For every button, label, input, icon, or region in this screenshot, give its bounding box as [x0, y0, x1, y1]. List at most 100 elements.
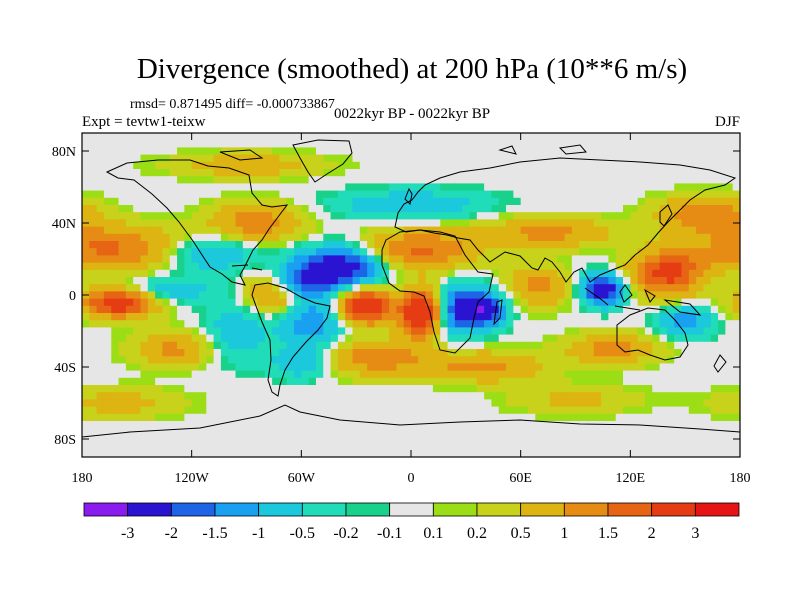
field-cell: [637, 349, 646, 357]
field-cell: [381, 305, 390, 314]
field-cell: [228, 241, 237, 249]
field-cell: [169, 241, 178, 249]
field-cell: [272, 313, 280, 321]
field-cell: [432, 161, 441, 170]
field-cell: [118, 183, 127, 192]
field-cell: [403, 435, 412, 444]
field-cell: [198, 356, 207, 364]
field-cell: [418, 399, 427, 408]
field-cell: [520, 406, 529, 415]
field-cell: [688, 421, 697, 429]
field-cell: [125, 277, 134, 285]
field-cell: [315, 133, 324, 141]
field-cell: [623, 161, 631, 170]
field-cell: [279, 241, 288, 249]
field-cell: [411, 356, 419, 364]
field-cell: [564, 341, 573, 350]
field-cell: [308, 370, 317, 379]
field-cell: [506, 377, 514, 386]
field-cell: [286, 385, 295, 393]
field-cell: [630, 435, 639, 444]
field-cell: [198, 334, 207, 343]
field-cell: [345, 147, 354, 156]
field-cell: [367, 449, 376, 457]
field-cell: [535, 197, 544, 206]
field-cell: [608, 262, 617, 271]
field-cell: [718, 241, 726, 249]
field-cell: [725, 169, 734, 177]
field-cell: [506, 212, 514, 220]
field-cell: [220, 341, 229, 350]
field-cell: [367, 262, 376, 271]
field-cell: [484, 140, 493, 148]
field-cell: [96, 291, 105, 300]
field-cell: [140, 334, 149, 343]
field-cell: [630, 392, 639, 400]
field-cell: [177, 385, 185, 393]
x-tick-label: 120W: [175, 471, 210, 486]
field-cell: [674, 190, 683, 199]
field-cell: [337, 370, 346, 379]
field-cell: [615, 183, 624, 192]
field-cell: [718, 219, 726, 228]
field-cell: [294, 341, 302, 350]
field-cell: [308, 435, 317, 444]
field-cell: [491, 327, 500, 336]
field-cell: [213, 356, 222, 364]
field-cell: [301, 197, 310, 206]
field-cell: [228, 305, 237, 314]
field-cell: [286, 341, 295, 350]
field-cell: [506, 435, 514, 444]
field-cell: [155, 248, 164, 256]
field-cell: [308, 320, 317, 328]
field-cell: [637, 154, 646, 163]
field-cell: [447, 183, 456, 192]
field-cell: [411, 140, 419, 148]
field-cell: [198, 442, 207, 451]
field-cell: [220, 421, 229, 429]
field-cell: [206, 133, 215, 141]
field-cell: [462, 176, 471, 184]
field-cell: [447, 169, 456, 177]
field-cell: [352, 291, 361, 300]
field-cell: [601, 169, 609, 177]
field-cell: [681, 169, 690, 177]
field-cell: [710, 305, 719, 314]
field-cell: [272, 428, 280, 436]
field-cell: [140, 363, 149, 372]
field-cell: [396, 277, 405, 285]
field-cell: [396, 305, 405, 314]
field-cell: [184, 356, 193, 364]
field-cell: [103, 277, 112, 285]
field-cell: [498, 169, 507, 177]
field-cell: [257, 313, 266, 321]
field-cell: [155, 241, 164, 249]
field-cell: [571, 334, 580, 343]
field-cell: [718, 320, 726, 328]
field-cell: [337, 262, 346, 271]
field-cell: [381, 370, 390, 379]
field-cell: [718, 377, 726, 386]
field-cell: [96, 298, 105, 307]
field-cell: [294, 212, 302, 220]
field-cell: [162, 349, 171, 357]
field-cell: [440, 413, 449, 422]
field-cell: [593, 262, 602, 271]
field-cell: [206, 363, 215, 372]
field-cell: [279, 161, 288, 170]
field-cell: [579, 226, 588, 235]
field-cell: [337, 147, 346, 156]
field-cell: [191, 233, 200, 242]
field-cell: [615, 392, 624, 400]
field-cell: [725, 248, 734, 256]
field-cell: [220, 435, 229, 444]
field-cell: [140, 305, 149, 314]
field-cell: [89, 291, 98, 300]
field-cell: [593, 291, 602, 300]
field-cell: [666, 449, 675, 457]
field-cell: [476, 334, 485, 343]
field-cell: [82, 341, 90, 350]
field-cell: [198, 190, 207, 199]
field-cell: [491, 370, 500, 379]
field-cell: [242, 449, 251, 457]
